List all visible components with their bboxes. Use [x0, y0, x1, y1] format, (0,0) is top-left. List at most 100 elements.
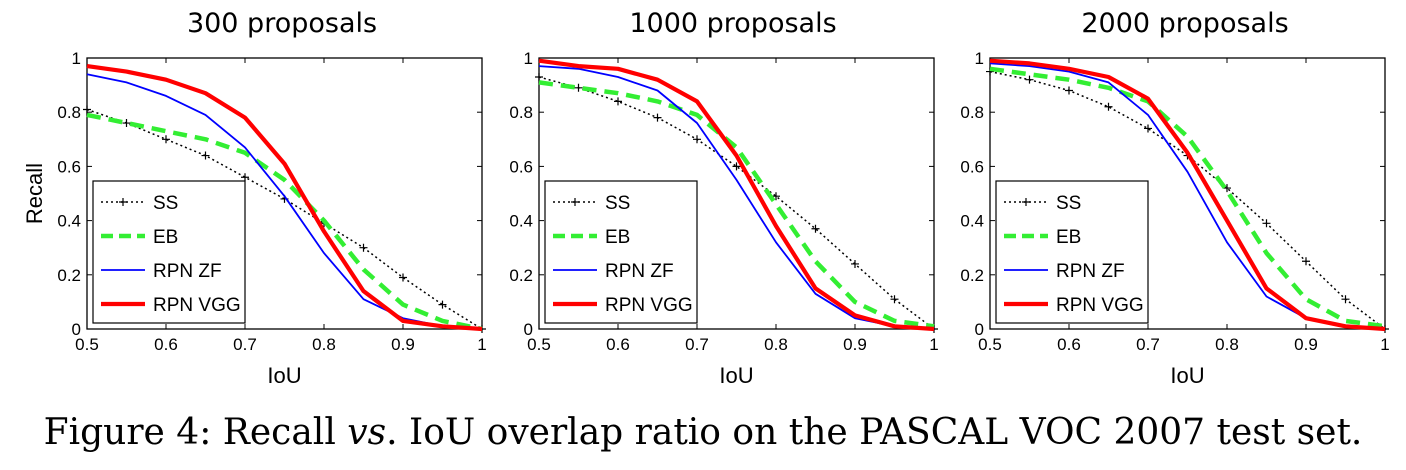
x-tick-label: 0.5: [527, 335, 551, 354]
series-point-ss: [122, 119, 131, 128]
series-point-ss: [1104, 102, 1113, 111]
series-line-eb: [538, 80, 935, 329]
plot-frame: [538, 57, 935, 330]
series-point-ss: [1262, 219, 1271, 228]
legend-label: SS: [153, 193, 178, 214]
series-line-rpn-vgg: [989, 58, 1386, 332]
y-tick-label: 0.2: [960, 266, 984, 285]
series-point-ss: [359, 243, 368, 252]
y-tick-label: 0.2: [509, 266, 533, 285]
x-tick-label: 1: [1380, 335, 1389, 354]
series-point-ss: [241, 173, 249, 182]
x-tick-label: 0.8: [312, 335, 336, 354]
y-tick-label: 0.6: [509, 157, 533, 176]
caption-suffix: . IoU overlap ratio on the PASCAL VOC 20…: [386, 412, 1363, 453]
series-point-ss: [399, 273, 407, 282]
y-tick-label: 0.8: [960, 103, 984, 122]
y-tick-label: 0.4: [57, 212, 81, 231]
x-tick-label: 0.9: [391, 335, 415, 354]
y-tick-label: 0.4: [960, 212, 984, 231]
y-tick-label: 0: [524, 320, 533, 339]
panel-title-300: 300 proposals: [186, 8, 378, 39]
legend-label: SS: [1056, 193, 1081, 214]
x-tick-label: 1: [477, 335, 486, 354]
legend-box: [92, 180, 246, 324]
legend-label: EB: [605, 227, 630, 248]
legend-label: RPN VGG: [1056, 295, 1144, 316]
recall-iou-charts: 0.5 0.6 0.7 0.8 0.9 1 0 0.2 0.4 0.6 0.8 1 IoU Recall S…: [22, 49, 1390, 388]
plot-frame: [989, 57, 1386, 330]
series-line-rpn-vgg: [86, 64, 483, 332]
legend-box: [995, 180, 1149, 324]
figure-caption: Figure 4: Recall vs. IoU overlap ratio o…: [0, 412, 1406, 453]
x-tick-label: 0.8: [1215, 335, 1239, 354]
chart-panel-2: 0.5 0.6 0.7 0.8 0.9 1 0 0.2 0.4 0.6 0.8 1 IoU SS EB RPN…: [960, 49, 1389, 388]
x-axis-label: IoU: [719, 363, 753, 388]
series-point-ss: [162, 135, 170, 144]
legend-label: RPN ZF: [153, 261, 222, 282]
x-tick-label: 0.6: [606, 335, 630, 354]
series-point-ss: [1065, 86, 1073, 95]
y-tick-label: 0.6: [960, 157, 984, 176]
legend: SS EB RPN ZF RPN VGG: [92, 180, 246, 324]
series-point-ss: [1025, 75, 1034, 84]
y-tick-label: 1: [72, 49, 81, 68]
x-tick-label: 0.9: [843, 335, 867, 354]
caption-prefix: Figure 4: Recall: [43, 412, 348, 453]
legend-marker-ss: [119, 198, 127, 206]
series-point-ss: [732, 162, 741, 171]
series-line-ss: [86, 108, 483, 330]
series-point-ss: [574, 83, 583, 92]
y-tick-label: 0.8: [57, 103, 81, 122]
y-axis-label: Recall: [22, 163, 47, 224]
legend: SS EB RPN ZF RPN VGG: [995, 180, 1149, 324]
series-point-ss: [653, 113, 662, 122]
series-point-ss: [890, 295, 899, 304]
series-line-eb: [86, 112, 483, 332]
x-tick-label: 0.7: [685, 335, 709, 354]
x-tick-label: 0.9: [1294, 335, 1318, 354]
panel-title-2000: 2000 proposals: [1081, 8, 1289, 39]
series-point-ss: [438, 300, 447, 309]
series-point-ss: [83, 105, 91, 114]
series-point-ss: [1223, 184, 1231, 193]
legend-label: RPN ZF: [605, 261, 674, 282]
series-point-ss: [201, 151, 210, 160]
x-tick-label: 0.7: [233, 335, 257, 354]
chart-panel-0: 0.5 0.6 0.7 0.8 0.9 1 0 0.2 0.4 0.6 0.8 1 IoU Recall S…: [22, 49, 487, 388]
x-tick-label: 1: [929, 335, 938, 354]
y-tick-label: 0: [975, 320, 984, 339]
series-point-ss: [693, 135, 701, 144]
x-axis-label: IoU: [267, 363, 301, 388]
series-point-ss: [1144, 124, 1152, 133]
panel-title-1000: 1000 proposals: [629, 8, 837, 39]
x-tick-label: 0.5: [978, 335, 1002, 354]
chart-panel-1: 0.5 0.6 0.7 0.8 0.9 1 0 0.2 0.4 0.6 0.8 1 IoU SS EB RPN…: [509, 49, 938, 388]
series-point-ss: [614, 97, 622, 106]
y-tick-label: 0.8: [509, 103, 533, 122]
series-point-ss: [1341, 295, 1350, 304]
y-tick-label: 1: [524, 49, 533, 68]
y-tick-label: 0.6: [57, 157, 81, 176]
y-tick-label: 0.4: [509, 212, 533, 231]
legend-label: RPN VGG: [153, 295, 241, 316]
y-tick-label: 0.2: [57, 266, 81, 285]
series-point-ss: [535, 72, 543, 81]
series-point-ss: [1302, 257, 1310, 266]
legend-label: SS: [605, 193, 630, 214]
legend-label: EB: [1056, 227, 1081, 248]
series-line-rpn-vgg: [538, 58, 935, 332]
x-tick-label: 0.7: [1136, 335, 1160, 354]
caption-emphasis: vs: [347, 412, 387, 453]
series-line-eb: [989, 66, 1386, 329]
x-tick-label: 0.6: [154, 335, 178, 354]
legend-label: EB: [153, 227, 178, 248]
x-tick-label: 0.5: [75, 335, 99, 354]
y-tick-label: 1: [975, 49, 984, 68]
series-point-ss: [851, 259, 859, 268]
legend-box: [544, 180, 698, 324]
y-tick-label: 0: [72, 320, 81, 339]
series-point-ss: [811, 224, 820, 233]
series-point-ss: [772, 192, 780, 201]
